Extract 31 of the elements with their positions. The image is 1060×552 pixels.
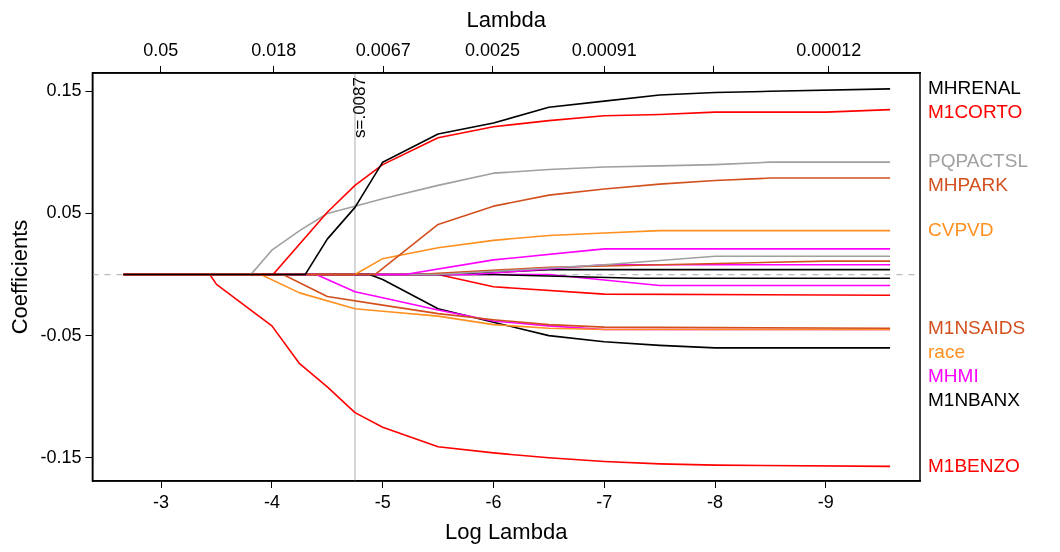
- series-label: CVPVD: [928, 218, 994, 240]
- x-axis-title: Log Lambda: [445, 518, 569, 544]
- x2-tick-label: 0.0067: [355, 40, 411, 61]
- x2-tick-label: 0.0025: [464, 40, 520, 61]
- text: M1NBANX: [928, 388, 1021, 410]
- y-tick-label: -0.05: [40, 324, 82, 345]
- series-label: PQPACTSL: [928, 150, 1028, 172]
- series-label: M1NSAIDS: [928, 316, 1026, 338]
- ref-line-label: s=.0087: [349, 77, 369, 138]
- x2-tick-label: 0.018: [251, 40, 297, 61]
- x-tick-label: -3: [153, 491, 170, 512]
- x-tick-label: -8: [707, 491, 724, 512]
- text: MHPARK: [928, 174, 1009, 196]
- x2-tick-label: 0.00012: [796, 40, 862, 61]
- x-tick-label: -5: [374, 491, 391, 512]
- x-tick-label: -4: [263, 491, 280, 512]
- series-label: M1CORTO: [928, 101, 1023, 123]
- y-tick-label: 0.05: [46, 202, 82, 223]
- text: race: [928, 340, 965, 362]
- x-tick-label: -9: [817, 491, 834, 512]
- y-axis-title: Coefficients: [7, 219, 33, 335]
- x2-axis-title: Lambda: [466, 7, 547, 33]
- y-tick-label: 0.15: [46, 80, 82, 101]
- x-tick-label: -6: [485, 491, 502, 512]
- x-tick-label: -7: [596, 491, 613, 512]
- y-tick-label: -0.15: [40, 446, 82, 467]
- series-label: MHRENAL: [928, 77, 1021, 99]
- x2-tick-label: 0.00091: [571, 40, 637, 61]
- text: MHMI: [928, 364, 979, 386]
- series-label: M1BENZO: [928, 454, 1020, 476]
- x2-tick-label: 0.05: [143, 40, 179, 61]
